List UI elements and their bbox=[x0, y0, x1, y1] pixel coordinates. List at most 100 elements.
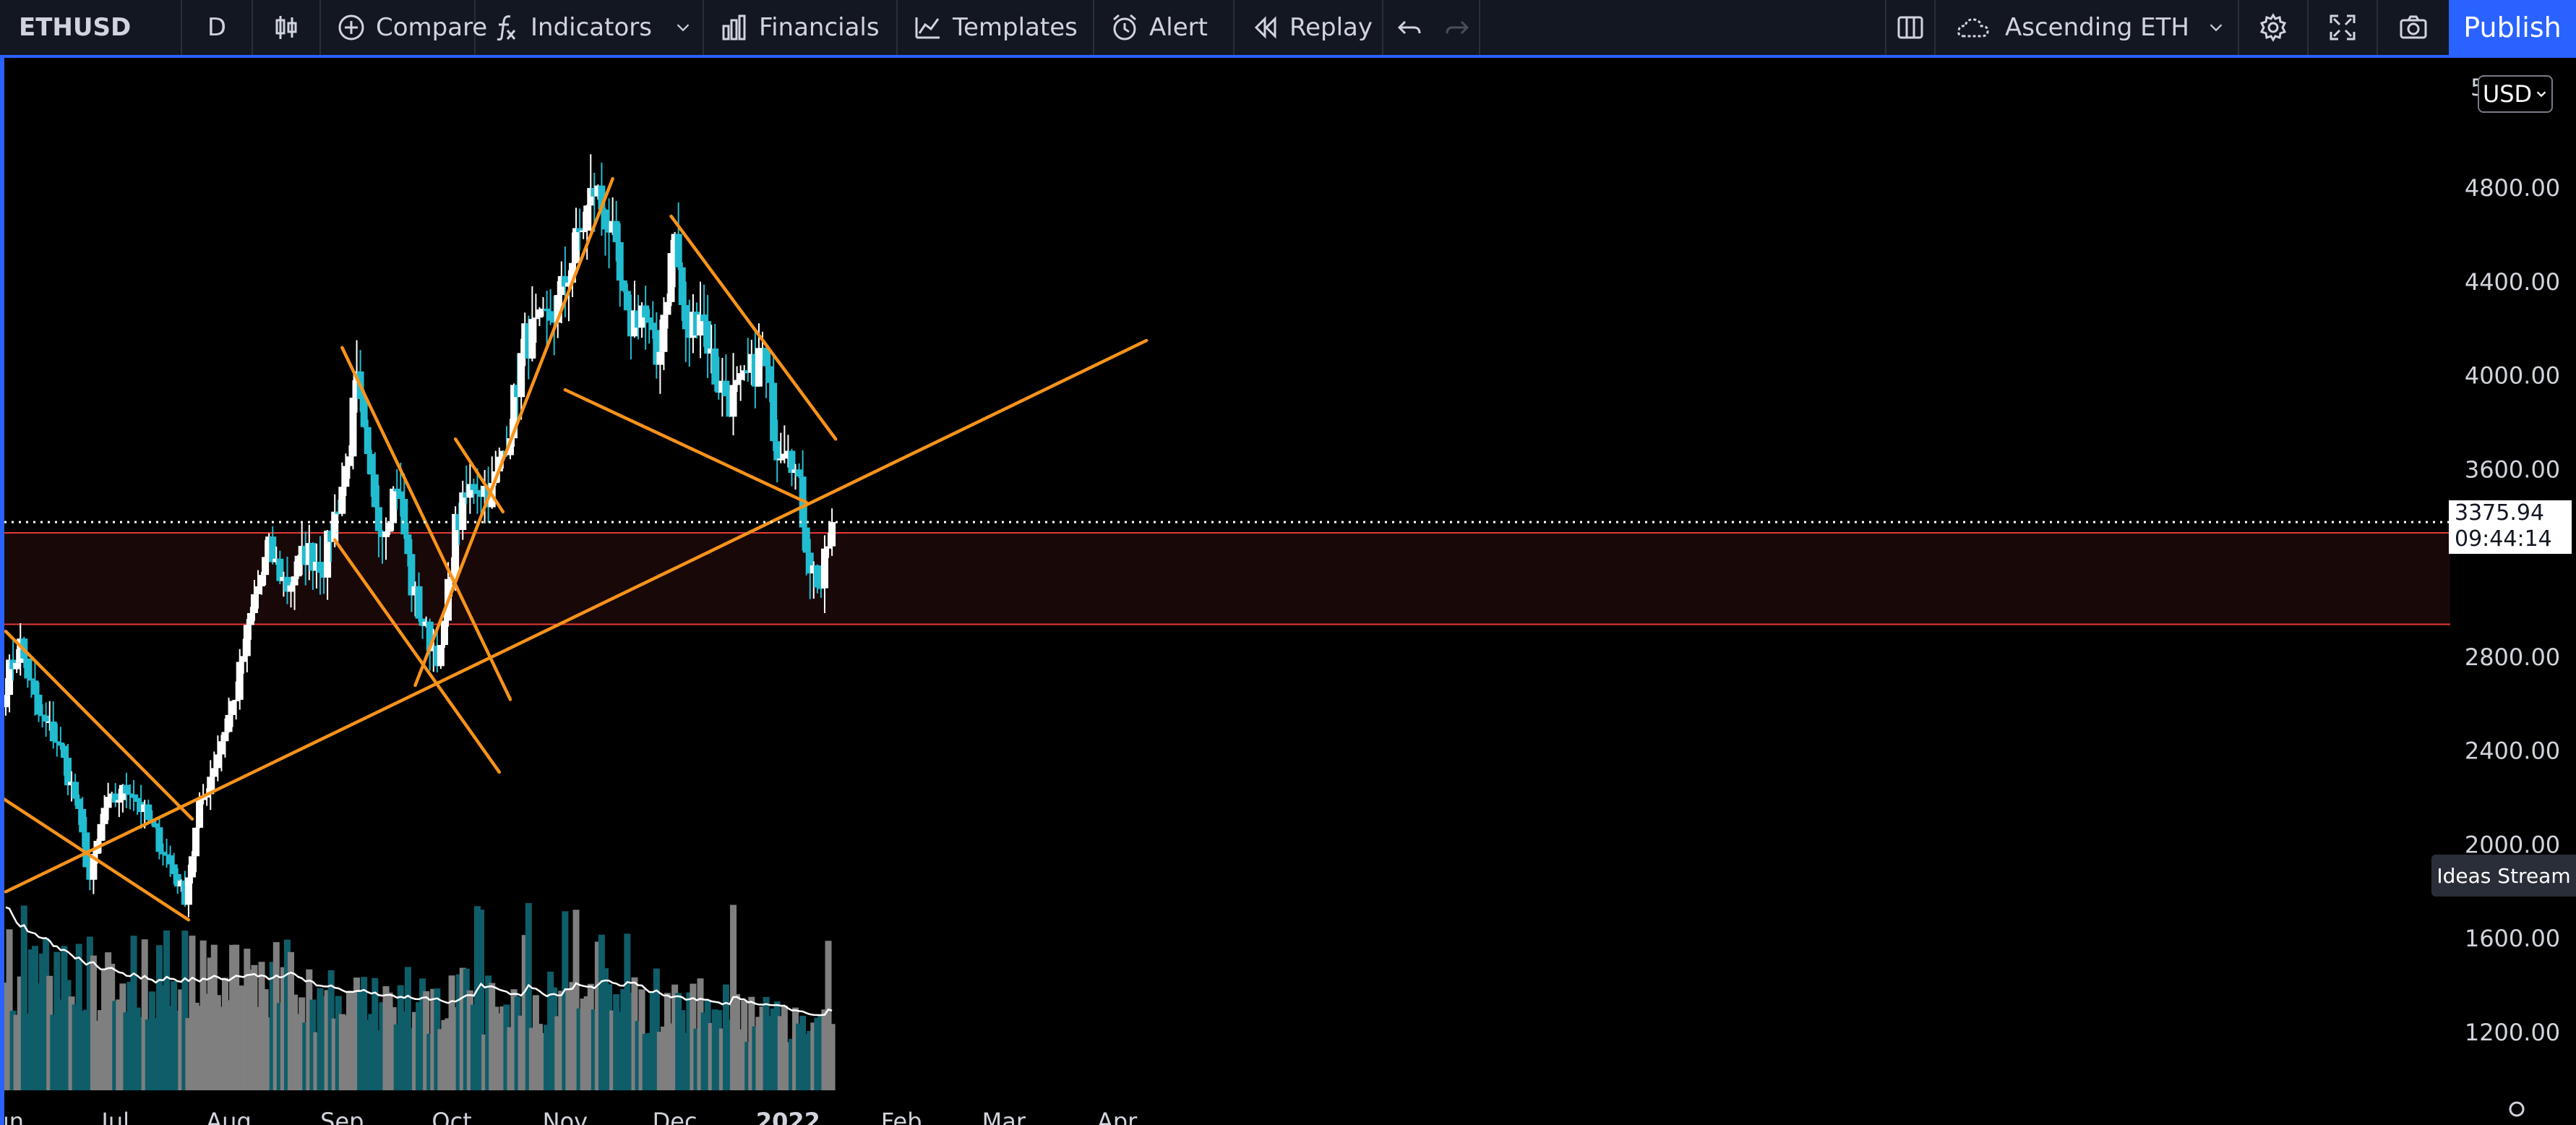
candle-body bbox=[583, 205, 591, 231]
candle-body bbox=[689, 312, 697, 338]
current-price-label: 3375.94 09:44:14 bbox=[2449, 500, 2572, 554]
candle-body bbox=[576, 228, 584, 233]
gear-ring bbox=[2509, 1101, 2525, 1117]
layout-select-button[interactable] bbox=[1886, 0, 1936, 55]
snapshot-button[interactable] bbox=[2378, 0, 2449, 55]
volume-bar bbox=[602, 968, 609, 1090]
undo-button[interactable] bbox=[1383, 0, 1435, 55]
ideas-stream-button[interactable]: Ideas Stream bbox=[2431, 855, 2576, 897]
trendlines[interactable] bbox=[4, 176, 1149, 922]
time-axis[interactable]: Jun Jul Aug Sep Oct Nov Dec 2022 Feb Mar Apr bbox=[4, 1101, 2525, 1125]
candle-body bbox=[751, 354, 759, 387]
candle-body bbox=[415, 586, 423, 619]
candle-body bbox=[594, 185, 602, 197]
candle-body bbox=[817, 587, 825, 589]
volume-bar bbox=[171, 981, 178, 1090]
volume-bar bbox=[382, 986, 390, 1090]
volume-bar bbox=[236, 985, 244, 1090]
chart-type-button[interactable] bbox=[253, 0, 321, 55]
candle-body bbox=[104, 797, 112, 808]
candle-body bbox=[770, 382, 778, 442]
candle-body bbox=[733, 380, 741, 385]
candle-body bbox=[6, 659, 14, 696]
volume-bar bbox=[196, 1006, 203, 1090]
volume-bar bbox=[598, 934, 605, 1090]
candle-body bbox=[495, 456, 503, 471]
candle-body bbox=[353, 371, 361, 398]
volume-bar bbox=[682, 1032, 690, 1090]
trendline-8[interactable] bbox=[563, 388, 808, 505]
candle-body bbox=[481, 486, 489, 497]
volume-bar bbox=[24, 1013, 31, 1090]
symbol-search-button[interactable]: ETHUSD bbox=[0, 0, 182, 55]
volume-bar bbox=[536, 1024, 543, 1090]
volume-bar bbox=[324, 990, 331, 1090]
candle-body bbox=[262, 557, 270, 576]
financials-button[interactable]: Financials bbox=[704, 0, 898, 55]
saved-layout-button[interactable]: Ascending ETH bbox=[1936, 0, 2239, 55]
templates-button[interactable]: Templates bbox=[898, 0, 1094, 55]
volume-bar bbox=[814, 1017, 821, 1090]
price-chart[interactable]: 4800.00 4400.00 4000.00 3600.00 2800.00 2400.… bbox=[4, 58, 2576, 1125]
volume-bar bbox=[591, 1009, 598, 1090]
redo-button[interactable] bbox=[1435, 0, 1480, 55]
trendline-6[interactable] bbox=[413, 176, 614, 688]
candle-body bbox=[653, 330, 661, 365]
gear-icon bbox=[2259, 13, 2287, 42]
alert-button[interactable]: Alert bbox=[1094, 0, 1235, 55]
volume-bar bbox=[697, 978, 704, 1090]
volume-bar bbox=[265, 1017, 272, 1090]
volume-bar bbox=[254, 1006, 262, 1090]
currency-button[interactable]: USD bbox=[2478, 75, 2553, 113]
volume-bar bbox=[404, 967, 411, 1090]
indicators-button[interactable]: Indicators bbox=[476, 0, 704, 55]
publish-button[interactable]: Publish bbox=[2449, 0, 2576, 55]
axis-settings-gear-icon[interactable] bbox=[2509, 1101, 2525, 1117]
volume-bar bbox=[807, 1030, 814, 1090]
candle-body bbox=[477, 494, 485, 497]
chart-pane[interactable]: 4800.00 4400.00 4000.00 3600.00 2800.00 2400.… bbox=[0, 58, 2576, 1125]
volume-bar bbox=[163, 931, 171, 1090]
compare-label: Compare bbox=[376, 13, 488, 42]
candle-body bbox=[763, 348, 770, 367]
volume-bar bbox=[386, 992, 393, 1090]
candle-body bbox=[518, 353, 525, 398]
candle-body bbox=[320, 573, 328, 578]
candle-body bbox=[283, 576, 291, 592]
trendline-3[interactable] bbox=[4, 338, 1149, 894]
replay-button[interactable]: Replay bbox=[1235, 0, 1383, 55]
chevron-down-icon[interactable] bbox=[672, 17, 694, 38]
candle-body bbox=[645, 317, 653, 323]
volume-bar bbox=[393, 1024, 400, 1090]
candle-body bbox=[294, 555, 302, 577]
trendline-5[interactable] bbox=[332, 538, 502, 774]
volume-bar bbox=[426, 1034, 434, 1090]
interval-button[interactable]: D bbox=[182, 0, 253, 55]
candle-body bbox=[374, 507, 382, 531]
candle-body bbox=[704, 321, 712, 354]
candle-body bbox=[75, 798, 83, 809]
volume-bar bbox=[558, 991, 565, 1090]
candle-body bbox=[243, 625, 251, 656]
trendline-1[interactable] bbox=[4, 630, 194, 821]
volume-bar bbox=[766, 1016, 773, 1090]
volume-bar bbox=[408, 1028, 415, 1090]
trendline-7[interactable] bbox=[453, 437, 505, 514]
trendline-9[interactable] bbox=[669, 214, 838, 441]
candle-body bbox=[744, 370, 752, 373]
price-axis[interactable]: 4800.00 4400.00 4000.00 3600.00 2800.00 2400.… bbox=[2465, 74, 2560, 1046]
trendline-2[interactable] bbox=[4, 797, 191, 922]
candle-body bbox=[411, 586, 419, 596]
compare-button[interactable]: Compare bbox=[321, 0, 487, 55]
candle-body bbox=[141, 804, 149, 813]
currency-label: USD bbox=[2482, 80, 2533, 108]
volume-bar bbox=[624, 933, 631, 1090]
volume-bar bbox=[752, 1026, 759, 1090]
fullscreen-button[interactable] bbox=[2309, 0, 2378, 55]
trendline-4[interactable] bbox=[340, 346, 512, 701]
candle-body bbox=[580, 230, 588, 233]
candle-body bbox=[777, 458, 785, 461]
volume-bar bbox=[331, 1018, 338, 1090]
settings-button[interactable] bbox=[2239, 0, 2309, 55]
candle-body bbox=[218, 741, 226, 755]
